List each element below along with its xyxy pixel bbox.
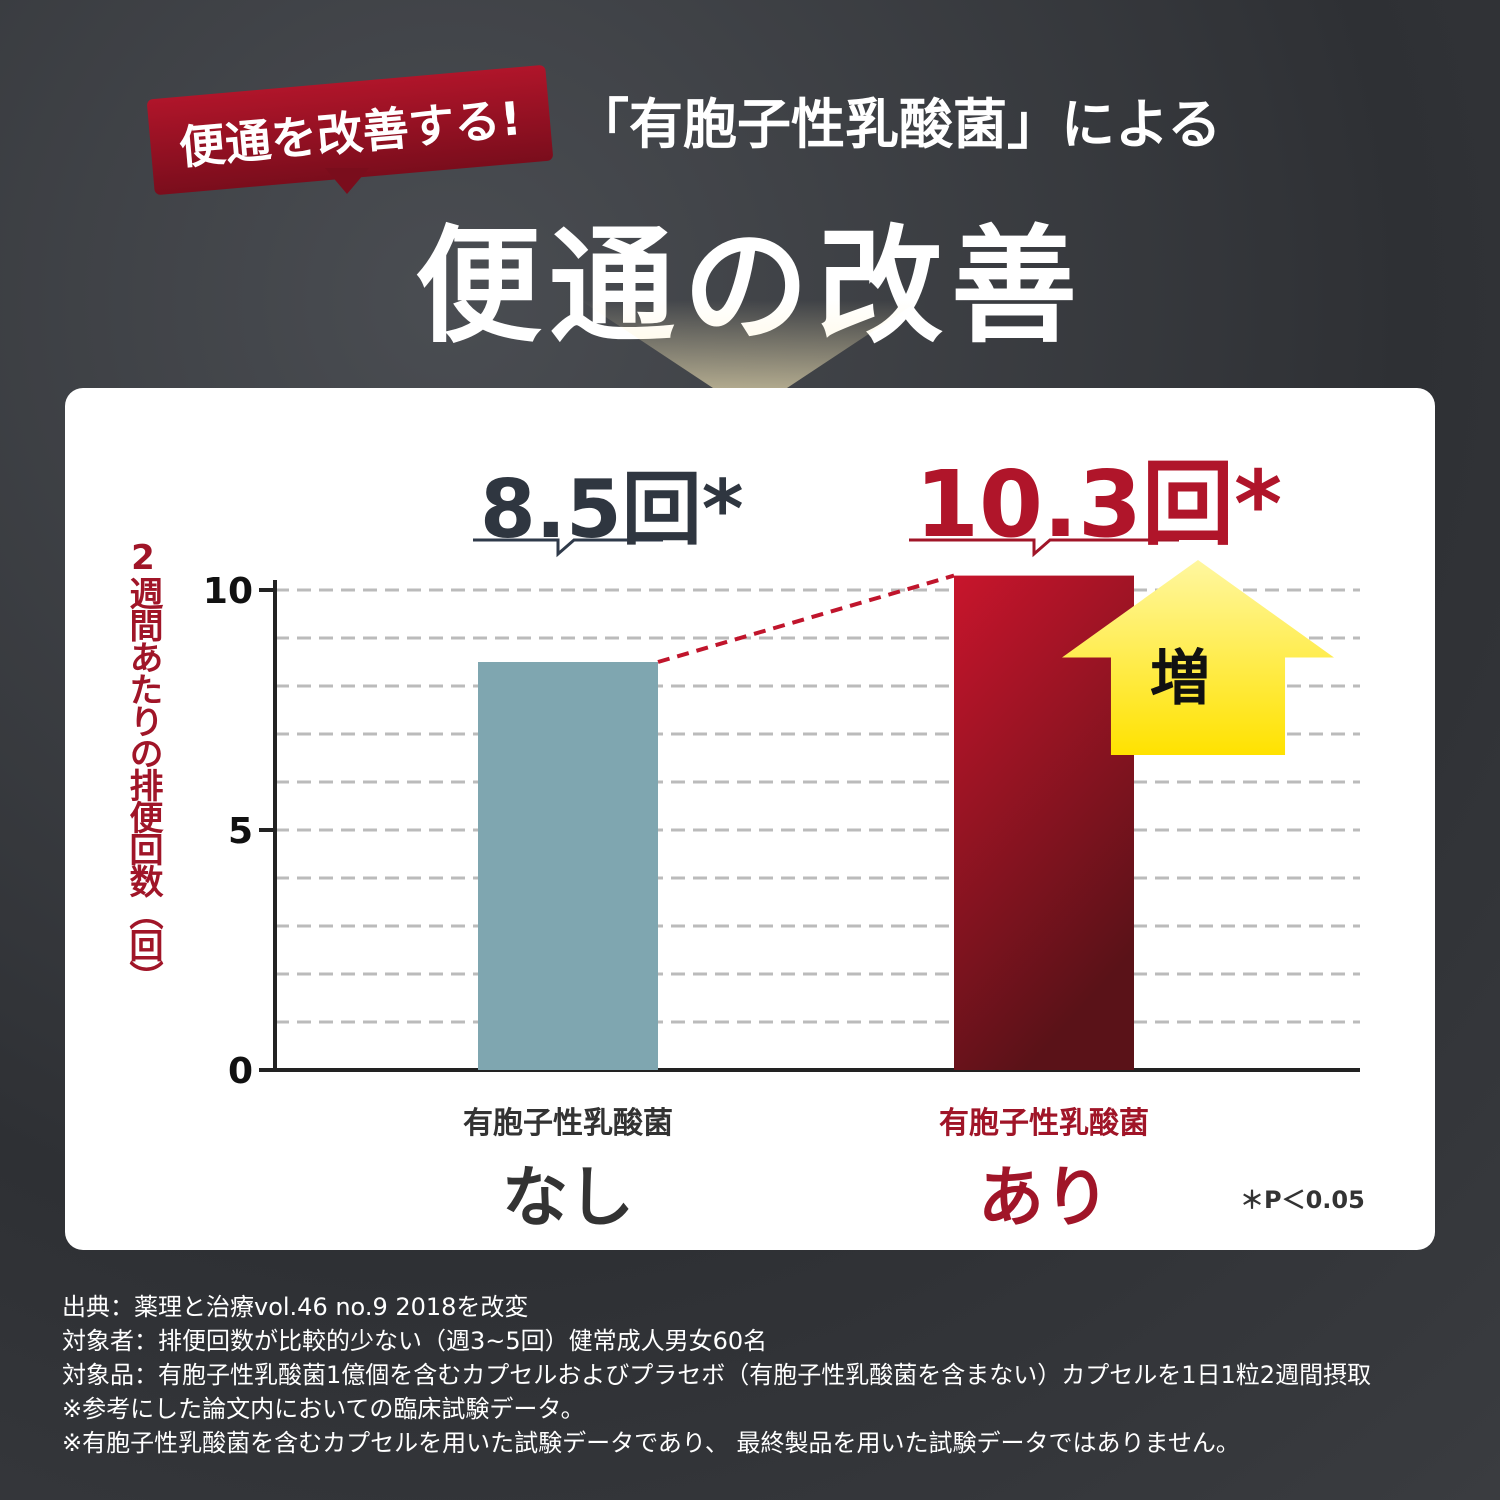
subtitle: 「有胞子性乳酸菌」による (575, 93, 1222, 156)
category-label-nashi: 有胞子性乳酸菌 なし (418, 1098, 718, 1240)
value-label-ari: 10.3回* (915, 451, 1283, 558)
footnote: ※有胞子性乳酸菌を含むカプセルを用いた試験データであり、 最終製品を用いた試験デ… (62, 1429, 1240, 1457)
category-line1: 有胞子性乳酸菌 (939, 1106, 1149, 1141)
value-underline (909, 538, 1179, 558)
y-tick-label: 10 (203, 571, 253, 612)
category-line1: 有胞子性乳酸菌 (463, 1106, 673, 1141)
increase-label: 増 (1150, 644, 1210, 714)
footnote: 対象者：排便回数が比較的少ない（週3~5回）健常成人男女60名 (62, 1327, 768, 1355)
value-underline (473, 538, 663, 558)
footnote: 出典：薬理と治療vol.46 no.9 2018を改変 (62, 1293, 529, 1321)
category-label-ari: 有胞子性乳酸菌 あり (894, 1098, 1194, 1240)
y-tick-label: 0 (228, 1051, 253, 1092)
chart-panel (65, 388, 1435, 1250)
y-tick-label: 5 (228, 811, 253, 852)
category-line2: あり (978, 1159, 1110, 1236)
footnote: 対象品：有胞子性乳酸菌1億個を含むカプセルおよびプラセボ（有胞子性乳酸菌を含まな… (62, 1361, 1372, 1389)
trend-line (657, 573, 955, 664)
badge-tail (325, 168, 369, 194)
category-line2: なし (502, 1159, 634, 1236)
bar-ari (954, 575, 1134, 1070)
footnote: ※参考にした論文内においての臨床試験データ。 (62, 1395, 585, 1423)
value-label-nashi: 8.5回* (480, 463, 744, 556)
y-axis-label: 2週間あたりの排便回数（回） (123, 538, 163, 992)
significance-note: ＊P＜0.05 (1240, 1186, 1365, 1214)
footnotes: 出典：薬理と治療vol.46 no.9 2018を改変 対象者：排便回数が比較的… (62, 1290, 1371, 1460)
bar-nashi (478, 662, 658, 1070)
